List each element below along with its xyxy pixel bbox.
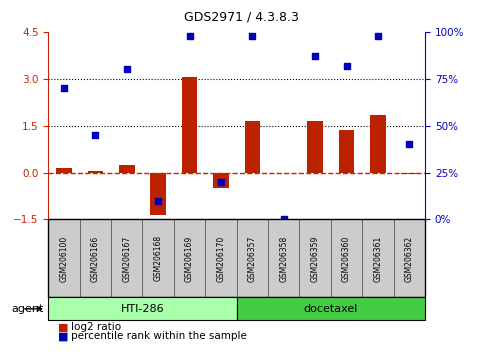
Bar: [119, 165, 135, 172]
Text: log2 ratio: log2 ratio: [71, 322, 122, 332]
Bar: [87, 171, 103, 172]
Point: [280, 217, 288, 222]
Bar: [339, 130, 355, 172]
Text: GSM206169: GSM206169: [185, 235, 194, 281]
Text: GSM206100: GSM206100: [59, 235, 69, 281]
Point: [343, 63, 351, 68]
Bar: [401, 172, 417, 174]
Text: GSM206361: GSM206361: [373, 235, 383, 281]
Point: [186, 33, 194, 39]
Text: percentile rank within the sample: percentile rank within the sample: [71, 331, 247, 341]
Text: GSM206357: GSM206357: [248, 235, 257, 282]
Point: [123, 67, 130, 72]
Point: [92, 132, 99, 138]
Text: ■: ■: [58, 331, 72, 341]
Bar: [56, 168, 72, 172]
Text: GSM206360: GSM206360: [342, 235, 351, 282]
Bar: [307, 121, 323, 172]
Text: docetaxel: docetaxel: [304, 304, 358, 314]
Text: agent: agent: [11, 304, 43, 314]
Text: GSM206358: GSM206358: [279, 235, 288, 281]
Text: GSM206362: GSM206362: [405, 235, 414, 281]
Text: GSM206170: GSM206170: [216, 235, 226, 281]
Text: ■: ■: [58, 322, 72, 332]
Text: HTI-286: HTI-286: [121, 304, 164, 314]
Bar: [370, 115, 386, 172]
Point: [312, 53, 319, 59]
Text: GSM206168: GSM206168: [154, 235, 163, 281]
Point: [406, 142, 413, 147]
Point: [60, 85, 68, 91]
Text: GSM206167: GSM206167: [122, 235, 131, 281]
Text: GDS2971 / 4.3.8.3: GDS2971 / 4.3.8.3: [184, 10, 298, 23]
Point: [155, 198, 162, 204]
Text: GSM206166: GSM206166: [91, 235, 100, 281]
Bar: [213, 172, 229, 188]
Bar: [182, 77, 198, 172]
Point: [217, 179, 225, 185]
Point: [374, 33, 382, 39]
Bar: [244, 121, 260, 172]
Bar: [150, 172, 166, 215]
Text: GSM206359: GSM206359: [311, 235, 320, 282]
Point: [249, 33, 256, 39]
